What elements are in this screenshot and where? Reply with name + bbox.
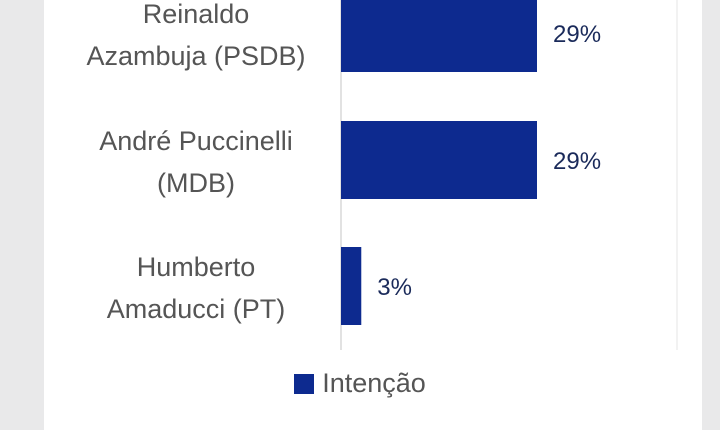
bar-2 [341, 247, 362, 325]
bar-0 [341, 0, 537, 72]
category-label-0-line-1: Azambuja (PSDB) [86, 41, 305, 71]
value-label-2: 3% [377, 274, 412, 301]
legend-swatch [294, 373, 315, 394]
category-label-1-line-0: André Puccinelli [99, 126, 293, 156]
bar-1 [341, 121, 537, 199]
category-label-2-line-1: Amaducci (PT) [107, 294, 286, 324]
category-label-0-line-0: Reinaldo [143, 0, 250, 29]
legend: Intenção [0, 368, 720, 399]
category-label-1-line-1: (MDB) [157, 168, 235, 198]
value-label-1: 29% [553, 148, 601, 175]
value-label-0: 29% [553, 21, 601, 48]
category-label-2-line-0: Humberto [137, 252, 256, 282]
legend-label-intencao: Intenção [322, 368, 426, 398]
